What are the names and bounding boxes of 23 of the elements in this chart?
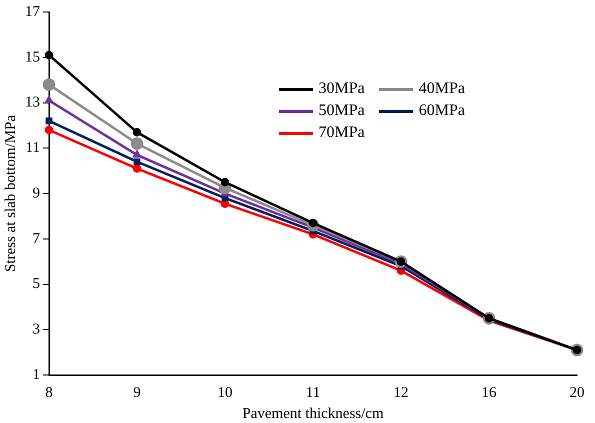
x-tick-label: 20 [570, 384, 584, 401]
legend-label: 60MPa [418, 102, 465, 120]
y-tick-label: 7 [32, 230, 40, 247]
legend-label: 50MPa [318, 102, 365, 120]
x-tick-label: 16 [482, 384, 497, 401]
y-tick-label: 17 [25, 4, 40, 20]
x-tick-label: 12 [394, 384, 408, 401]
y-axis-title: Stress at slab bottom/MPa [2, 114, 19, 272]
y-tick-label: 1 [32, 366, 40, 383]
y-tick-label: 9 [32, 185, 40, 202]
x-tick-label: 9 [133, 384, 141, 401]
y-tick-label: 3 [32, 322, 40, 338]
y-tick-label: 11 [26, 140, 40, 156]
x-axis-title: Pavement thickness/cm [242, 406, 384, 422]
x-tick-label: 10 [218, 384, 232, 401]
legend-label: 70MPa [318, 124, 365, 142]
x-tick-label: 11 [306, 384, 320, 401]
y-tick-label: 5 [32, 276, 40, 292]
legend-label: 30MPa [318, 80, 365, 98]
x-tick-label: 8 [45, 384, 53, 401]
y-tick-label: 15 [25, 49, 40, 66]
legend-label: 40MPa [418, 80, 465, 98]
y-tick-label: 13 [25, 94, 40, 111]
